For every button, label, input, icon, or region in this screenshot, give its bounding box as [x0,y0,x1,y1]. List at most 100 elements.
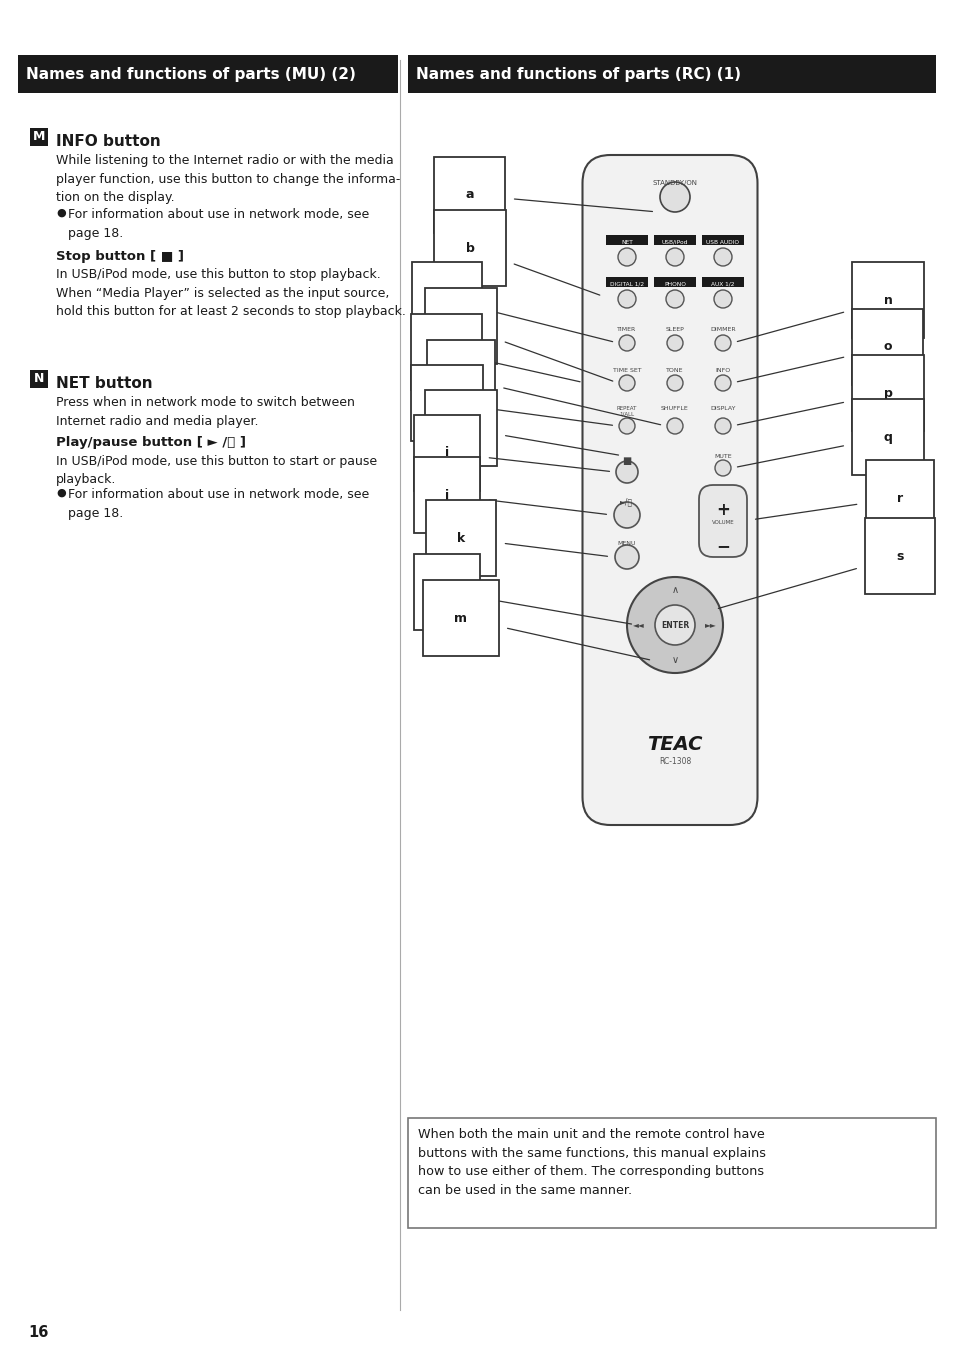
FancyBboxPatch shape [699,485,746,557]
Text: a: a [465,189,652,212]
Text: Press when in network mode to switch between
Internet radio and media player.: Press when in network mode to switch bet… [56,396,355,427]
Text: NET: NET [620,240,632,245]
Text: M: M [32,131,45,143]
Text: o: o [737,341,891,381]
Text: In USB/iPod mode, use this button to start or pause
playback.: In USB/iPod mode, use this button to sta… [56,456,376,487]
Circle shape [618,375,635,391]
Text: SHUFFLE: SHUFFLE [660,406,688,411]
Circle shape [714,336,730,350]
Text: TIMER: TIMER [617,328,636,332]
Text: STANDBY/ON: STANDBY/ON [652,181,697,186]
Text: INFO: INFO [715,368,730,373]
Text: +: + [716,501,729,519]
FancyBboxPatch shape [605,235,647,245]
Circle shape [714,460,730,476]
Text: e: e [442,345,579,381]
Text: TONE: TONE [665,368,683,373]
Text: DIMMER: DIMMER [709,328,735,332]
FancyBboxPatch shape [30,128,48,146]
FancyBboxPatch shape [408,1117,935,1228]
Text: DISPLAY: DISPLAY [709,406,735,411]
Text: NET button: NET button [56,376,152,391]
Circle shape [665,248,683,266]
Text: When both the main unit and the remote control have
buttons with the same functi: When both the main unit and the remote c… [417,1128,765,1197]
Circle shape [665,290,683,307]
Text: ◄◄: ◄◄ [633,620,644,630]
Text: i: i [444,446,609,472]
FancyBboxPatch shape [654,235,696,245]
Text: ENTER: ENTER [660,620,688,630]
Circle shape [618,248,636,266]
Text: g: g [442,396,612,425]
Circle shape [615,545,639,569]
Text: In USB/iPod mode, use this button to stop playback.
When “Media Player” is selec: In USB/iPod mode, use this button to sto… [56,268,405,318]
Text: l: l [444,585,631,624]
FancyBboxPatch shape [701,276,743,287]
Text: Play/pause button [ ► /⏸ ]: Play/pause button [ ► /⏸ ] [56,435,246,449]
Circle shape [614,501,639,528]
Circle shape [618,336,635,350]
FancyBboxPatch shape [582,155,757,825]
Circle shape [714,418,730,434]
Text: PHONO: PHONO [663,282,685,287]
Text: INFO button: INFO button [56,133,161,148]
Text: j: j [444,488,606,515]
FancyBboxPatch shape [701,235,743,245]
FancyBboxPatch shape [605,276,647,287]
Circle shape [713,248,731,266]
Text: USB/iPod: USB/iPod [661,240,687,245]
Text: N: N [33,372,44,386]
Text: REPEAT
1/ALL: REPEAT 1/ALL [617,406,637,417]
Text: DIGITAL 1/2: DIGITAL 1/2 [609,282,643,287]
FancyBboxPatch shape [654,276,696,287]
Text: MENU: MENU [618,541,636,546]
Text: For information about use in network mode, see
page 18.: For information about use in network mod… [68,208,369,240]
Circle shape [713,290,731,307]
Text: SLEEP: SLEEP [665,328,683,332]
Circle shape [666,336,682,350]
Circle shape [626,577,722,673]
Text: TIME SET: TIME SET [612,368,640,373]
Text: ∧: ∧ [671,585,678,594]
Text: p: p [737,387,891,425]
Text: ►/⏸: ►/⏸ [619,497,633,506]
Text: b: b [465,241,599,295]
Text: h: h [456,422,618,456]
Text: m: m [454,612,649,659]
Circle shape [666,418,682,434]
Text: TEAC: TEAC [647,735,702,754]
Text: n: n [737,294,891,341]
Text: USB AUDIO: USB AUDIO [706,240,739,245]
Circle shape [618,290,636,307]
Text: 16: 16 [28,1325,49,1340]
Text: Stop button [ ■ ]: Stop button [ ■ ] [56,249,184,263]
Text: ∨: ∨ [671,655,678,665]
Text: s: s [718,550,902,608]
Text: f: f [457,372,659,425]
FancyBboxPatch shape [18,55,397,93]
Text: MUTE: MUTE [714,454,731,460]
Text: r: r [755,492,902,519]
Text: −: − [716,537,729,555]
Text: ●: ● [56,208,66,218]
FancyBboxPatch shape [30,369,48,388]
Text: q: q [737,430,891,466]
Circle shape [616,461,638,483]
Text: For information about use in network mode, see
page 18.: For information about use in network mod… [68,488,369,519]
Text: RC-1308: RC-1308 [659,758,690,766]
Circle shape [618,418,635,434]
Circle shape [714,375,730,391]
Text: ■: ■ [621,456,631,466]
Text: AUX 1/2: AUX 1/2 [711,282,734,287]
Text: ●: ● [56,488,66,497]
Text: Names and functions of parts (RC) (1): Names and functions of parts (RC) (1) [416,66,740,81]
Text: c: c [443,294,612,341]
Text: While listening to the Internet radio or with the media
player function, use thi: While listening to the Internet radio or… [56,154,400,204]
Text: d: d [456,319,612,381]
Circle shape [666,375,682,391]
Text: VOLUME: VOLUME [711,520,734,524]
Circle shape [659,182,689,212]
FancyBboxPatch shape [408,55,935,93]
Text: ►►: ►► [704,620,716,630]
Circle shape [655,605,695,644]
